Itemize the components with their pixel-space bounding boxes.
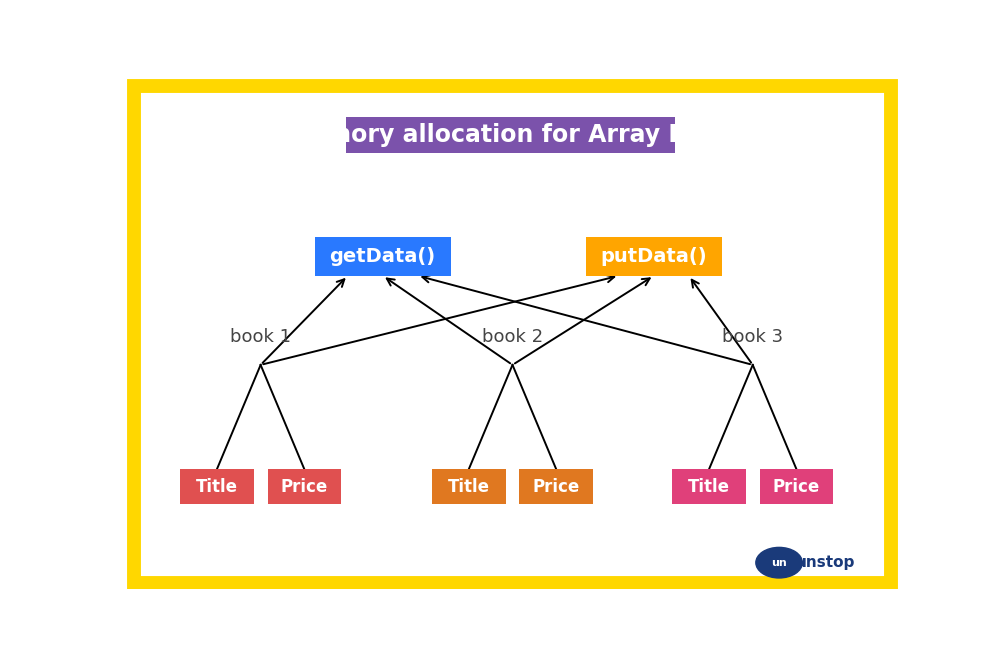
Text: book 3: book 3 — [722, 328, 783, 346]
FancyBboxPatch shape — [180, 469, 254, 504]
Text: putData(): putData() — [601, 247, 707, 266]
Text: book 1: book 1 — [230, 328, 291, 346]
FancyBboxPatch shape — [432, 469, 506, 504]
Text: Title: Title — [448, 478, 490, 496]
FancyBboxPatch shape — [586, 238, 722, 275]
Text: un: un — [771, 557, 787, 568]
Text: book 2: book 2 — [482, 328, 543, 346]
FancyBboxPatch shape — [346, 117, 675, 154]
FancyBboxPatch shape — [134, 85, 891, 583]
Text: unstop: unstop — [796, 555, 855, 570]
FancyBboxPatch shape — [315, 238, 450, 275]
Text: Title: Title — [688, 478, 730, 496]
Text: Price: Price — [773, 478, 820, 496]
Circle shape — [756, 547, 802, 578]
Text: Memory allocation for Array Book: Memory allocation for Array Book — [287, 123, 734, 147]
Text: Title: Title — [196, 478, 238, 496]
Text: Price: Price — [533, 478, 580, 496]
FancyBboxPatch shape — [268, 469, 341, 504]
FancyBboxPatch shape — [672, 469, 746, 504]
Text: Price: Price — [281, 478, 328, 496]
FancyBboxPatch shape — [760, 469, 833, 504]
FancyBboxPatch shape — [519, 469, 593, 504]
Text: getData(): getData() — [330, 247, 436, 266]
